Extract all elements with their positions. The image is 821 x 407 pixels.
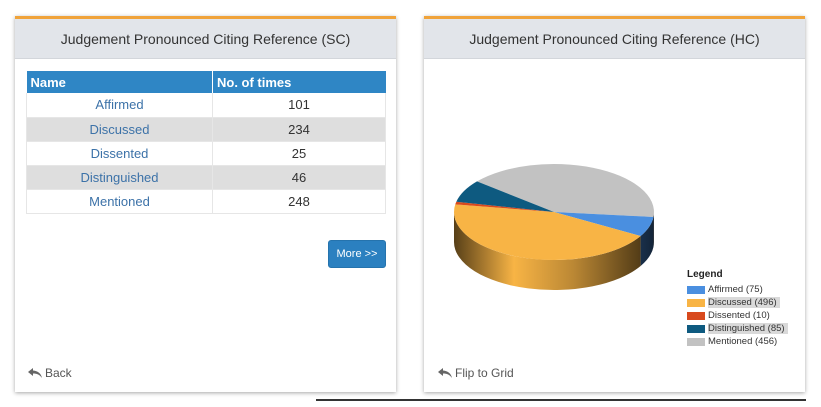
pie-slice[interactable] [455,201,554,212]
back-link[interactable]: Back [27,366,72,380]
sc-table: Name No. of times Affirmed 101 Discussed… [26,71,386,214]
table-row: Mentioned 248 [26,189,386,214]
bottom-divider [316,399,806,401]
row-count: 101 [212,93,386,118]
legend-label: Dissented (10) [708,310,770,321]
table-header-row: Name No. of times [26,71,386,93]
legend-item: Discussed (496) [687,296,788,309]
legend-item: Mentioned (456) [687,335,788,348]
pie-chart [454,164,654,290]
row-name-link[interactable]: Dissented [26,141,213,166]
sc-panel: Judgement Pronounced Citing Reference (S… [15,16,396,392]
row-count: 234 [212,117,386,142]
chart-legend: Legend Affirmed (75) Discussed (496) Disse… [687,269,788,348]
row-count: 25 [212,141,386,166]
legend-label: Discussed (496) [708,297,780,308]
table-row: Distinguished 46 [26,165,386,190]
pie-slice[interactable] [476,164,654,217]
hc-panel-title: Judgement Pronounced Citing Reference (H… [424,19,805,59]
row-count: 46 [212,165,386,190]
legend-item: Distinguished (85) [687,322,788,335]
legend-swatch [687,337,705,346]
pie-slice[interactable] [454,204,641,260]
flip-to-grid-link[interactable]: Flip to Grid [437,366,514,380]
more-button[interactable]: More >> [328,240,386,268]
row-count: 248 [212,189,386,214]
pie-slice-side [454,212,641,290]
legend-swatch [687,285,705,294]
pie-slice[interactable] [456,181,554,212]
table-row: Dissented 25 [26,141,386,166]
column-header-count: No. of times [212,71,386,93]
sc-table-wrap: Name No. of times Affirmed 101 Discussed… [26,71,386,214]
reply-arrow-icon [28,368,42,378]
reply-arrow-icon [438,368,452,378]
row-name-link[interactable]: Distinguished [26,165,213,190]
legend-swatch [687,324,705,333]
flip-to-grid-label: Flip to Grid [455,366,514,380]
legend-label: Distinguished (85) [708,323,788,334]
legend-label: Affirmed (75) [708,284,763,295]
legend-item: Dissented (10) [687,309,788,322]
legend-swatch [687,298,705,307]
pie-slice[interactable] [554,212,654,236]
pie-slice-side [640,216,654,266]
pie-slice-side [653,212,654,247]
legend-swatch [687,311,705,320]
row-name-link[interactable]: Mentioned [26,189,213,214]
row-name-link[interactable]: Discussed [26,117,213,142]
column-header-name: Name [26,71,213,93]
hc-panel: Judgement Pronounced Citing Reference (H… [424,16,805,392]
table-row: Discussed 234 [26,117,386,142]
sc-panel-title: Judgement Pronounced Citing Reference (S… [15,19,396,59]
table-row: Affirmed 101 [26,93,386,118]
row-name-link[interactable]: Affirmed [26,93,213,118]
legend-label: Mentioned (456) [708,336,778,347]
legend-title: Legend [687,269,723,280]
legend-item: Affirmed (75) [687,283,788,296]
back-label: Back [45,366,72,380]
